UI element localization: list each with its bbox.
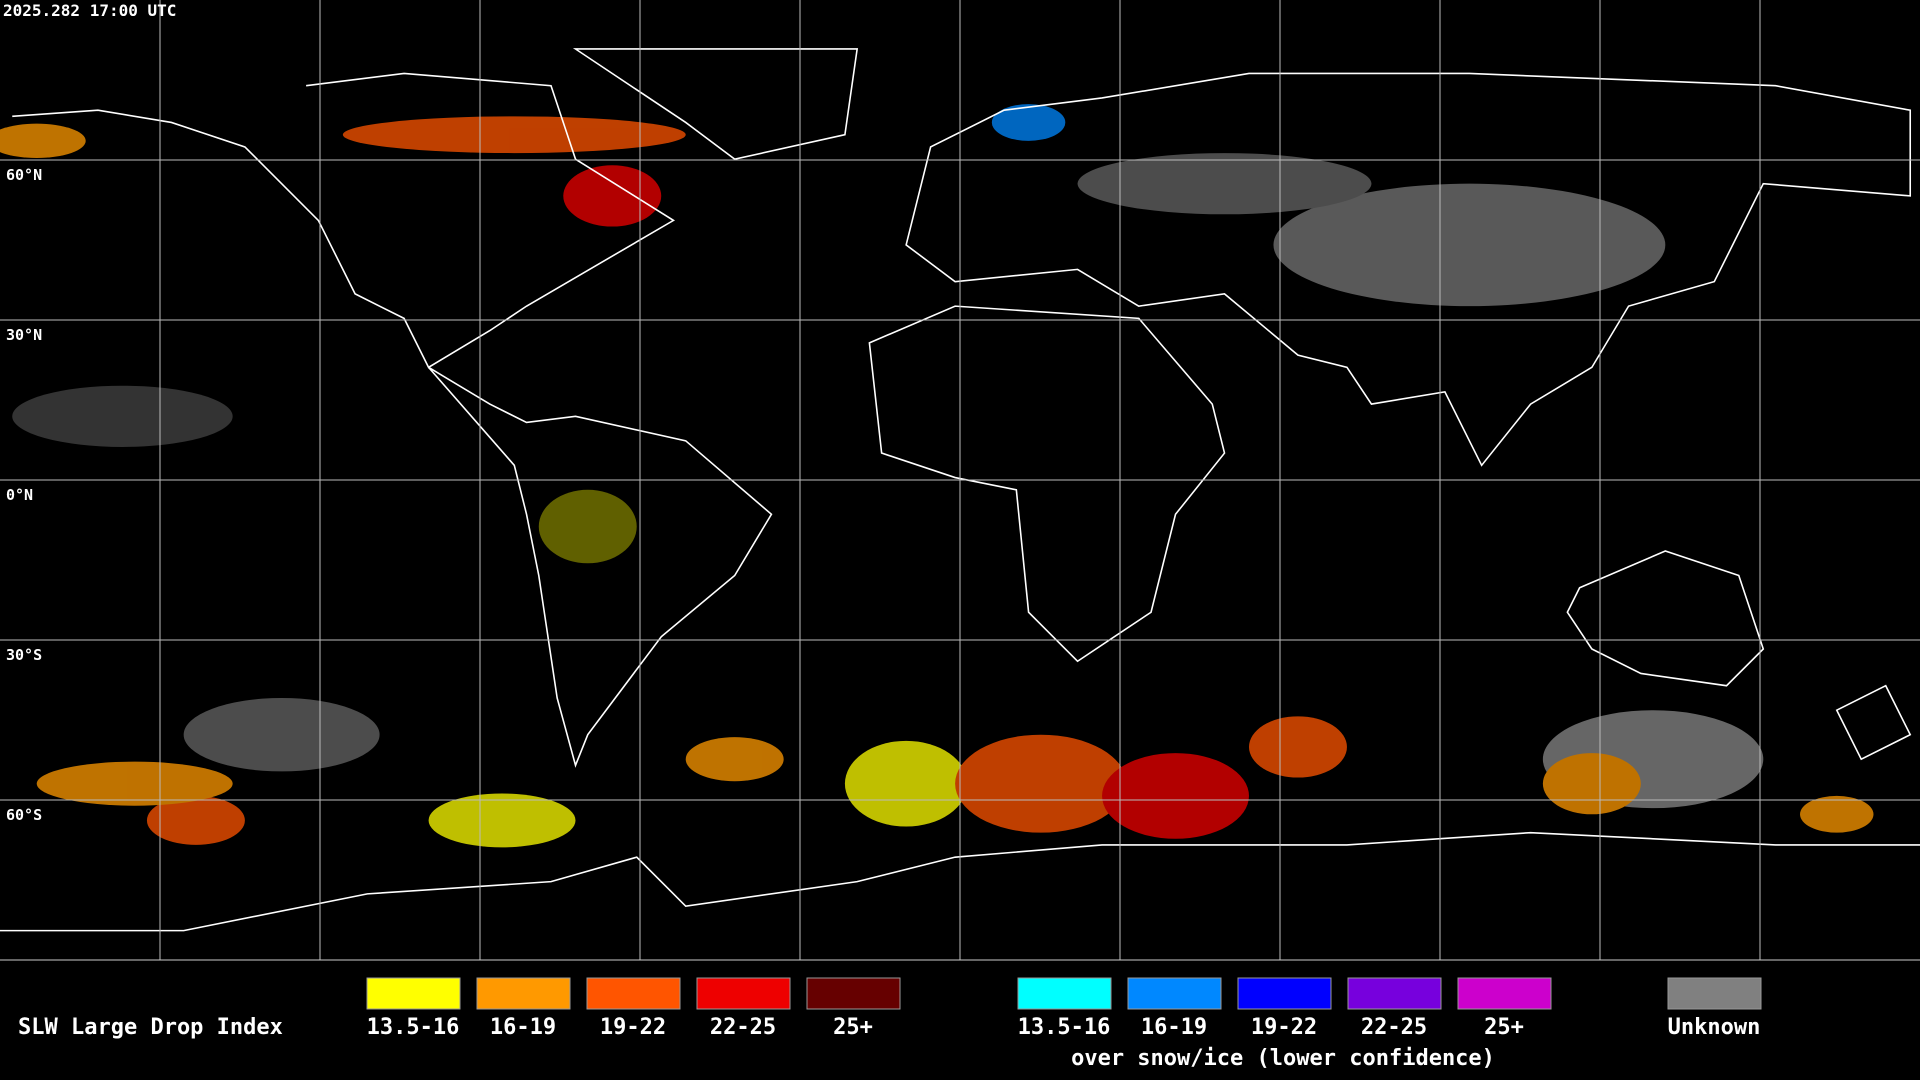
legend-swatch [366,977,461,1010]
legend-swatch [1127,977,1222,1010]
legend-label: 19-22 [1251,1015,1317,1040]
legend-label: 16-19 [490,1015,556,1040]
legend-swatch [806,977,901,1010]
legend-swatch [1017,977,1112,1010]
latitude-label: 30°S [6,646,42,664]
legend-swatch [696,977,791,1010]
latitude-label: 60°S [6,806,42,824]
legend-label: 16-19 [1141,1015,1207,1040]
legend-swatch [1347,977,1442,1010]
legend-swatch [1237,977,1332,1010]
legend-swatch [586,977,681,1010]
legend-label: 22-25 [1361,1015,1427,1040]
latitude-label: 0°N [6,486,33,504]
legend-label: 22-25 [710,1015,776,1040]
legend-swatch [1457,977,1552,1010]
legend-swatch [476,977,571,1010]
legend-label: Unknown [1668,1015,1761,1040]
legend-caption: over snow/ice (lower confidence) [1071,1046,1495,1071]
cloud-patches [0,104,1874,848]
legend-label: 13.5-16 [1018,1015,1111,1040]
legend-label: 13.5-16 [367,1015,460,1040]
legend-swatch [1667,977,1762,1010]
legend-label: 25+ [833,1015,873,1040]
legend-label: 25+ [1484,1015,1524,1040]
latitude-label: 30°N [6,326,42,344]
legend-label: 19-22 [600,1015,666,1040]
coastlines [0,48,1920,932]
timestamp: 2025.282 17:00 UTC [3,1,176,20]
legend-title: SLW Large Drop Index [18,1015,283,1040]
latitude-label: 60°N [6,166,42,184]
map-imagery [0,48,1920,932]
